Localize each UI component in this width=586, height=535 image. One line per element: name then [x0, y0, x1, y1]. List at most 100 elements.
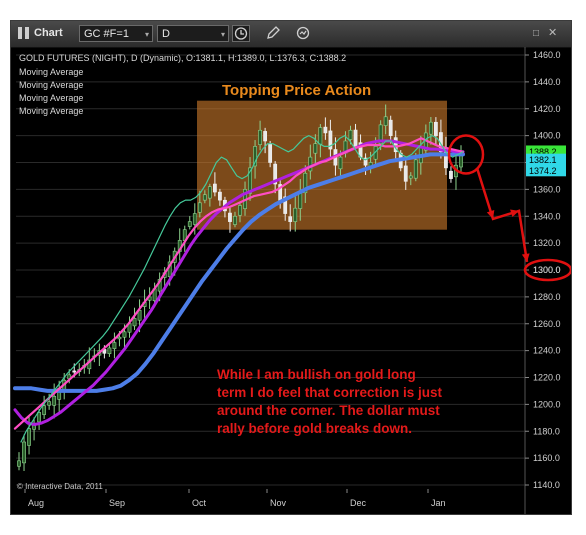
candle-body	[228, 212, 232, 222]
chart-icon	[17, 26, 31, 43]
topping-price-action-label: Topping Price Action	[222, 82, 372, 99]
x-tick-label: Jan	[431, 498, 446, 508]
candle-body	[393, 137, 398, 153]
ma-mid-line	[13, 137, 465, 430]
y-tick-label: 1360.0	[533, 184, 561, 194]
candle-body	[17, 460, 21, 467]
price-chart: 1460.01440.01420.01400.01380.01360.01340…	[13, 47, 571, 514]
candle-body	[428, 121, 433, 135]
y-tick-label: 1160.0	[533, 453, 560, 463]
y-tick-label: 1140.0	[533, 480, 560, 490]
candle-body	[268, 144, 273, 163]
candle-body	[218, 191, 222, 201]
chart-window: Chart GC #F=1 ▾ D ▾ □ ✕ 1460.0 1440.0 1420…	[10, 20, 572, 515]
arrowhead-down-icon	[521, 253, 530, 262]
candle-body	[207, 186, 212, 199]
copyright-text: © Interactive Data, 2011	[17, 482, 103, 491]
candle-body	[288, 216, 293, 222]
candle-body	[27, 428, 31, 446]
price-label-text: 1388.2	[529, 147, 557, 157]
topping-zone-box	[197, 100, 447, 230]
chevron-down-icon: ▾	[144, 30, 149, 39]
period-value: D	[162, 28, 170, 40]
chart-legend-title: GOLD FUTURES (NIGHT), D (Dynamic), O:138…	[19, 53, 347, 63]
refresh-icon[interactable]	[295, 25, 311, 42]
y-tick-label: 1460.0	[533, 50, 561, 60]
y-tick-label: 1340.0	[533, 211, 561, 221]
arrowhead-down-icon	[486, 210, 495, 219]
candle-body	[238, 205, 242, 216]
y-tick-label: 1280.0	[533, 292, 561, 302]
candle-body	[47, 401, 52, 406]
x-tick-label: Aug	[28, 498, 44, 508]
y-tick-label: 1220.0	[533, 373, 561, 383]
x-tick-label: Nov	[270, 498, 287, 508]
candle-body	[323, 126, 328, 134]
candle-body	[22, 441, 26, 464]
symbol-value: GC #F=1	[84, 28, 129, 40]
x-tick-label: Sep	[109, 498, 125, 508]
y-tick-label: 1320.0	[533, 238, 561, 248]
candle-body	[187, 221, 192, 227]
candle-body	[348, 129, 353, 140]
legend-moving-average: Moving Average	[19, 67, 84, 77]
symbol-select[interactable]: GC #F=1 ▾	[79, 25, 153, 42]
candle-body	[273, 163, 278, 185]
y-tick-label: 1400.0	[533, 131, 561, 141]
candle-body	[263, 131, 268, 142]
y-tick-label: 1180.0	[533, 426, 560, 436]
highlight-circle	[447, 134, 485, 175]
candle-body	[42, 405, 47, 415]
candle-body	[328, 130, 333, 150]
candle-body	[308, 156, 313, 172]
candle-body	[283, 196, 288, 214]
price-label-text: 1382.1	[529, 155, 557, 165]
candle-body	[378, 124, 383, 145]
candle-body	[212, 183, 217, 193]
candle-body	[408, 175, 413, 179]
candle-body	[449, 170, 453, 179]
commentary-line: around the corner. The dollar must	[217, 403, 440, 418]
candle-body	[197, 202, 202, 213]
y-tick-label: 1260.0	[533, 319, 561, 329]
candle-body	[253, 146, 257, 167]
candle-body	[313, 143, 318, 154]
candle-body	[293, 207, 298, 222]
y-tick-label: 1440.0	[533, 77, 561, 87]
candle-body	[363, 157, 368, 166]
candle-body	[122, 331, 127, 338]
y-tick-label: 1200.0	[533, 399, 561, 409]
candle-body	[37, 412, 41, 423]
candle-body	[303, 172, 308, 194]
legend-moving-average: Moving Average	[19, 93, 84, 103]
candle-body	[112, 342, 117, 349]
candle-body	[192, 213, 197, 225]
candle-body	[132, 318, 137, 327]
x-tick-label: Dec	[350, 498, 367, 508]
candle-body	[233, 215, 237, 225]
pencil-icon[interactable]	[265, 25, 281, 42]
restore-icon[interactable]: □	[533, 28, 540, 39]
candle-body	[403, 165, 408, 182]
x-tick-label: Oct	[192, 498, 207, 508]
clock-icon[interactable]	[232, 25, 252, 42]
price-label-box	[526, 164, 566, 177]
legend-moving-average: Moving Average	[19, 80, 84, 90]
period-select[interactable]: D ▾	[157, 25, 229, 42]
y-tick-label: 1240.0	[533, 346, 561, 356]
arrowhead-up-icon	[510, 209, 519, 218]
candle-body	[202, 194, 207, 201]
candle-body	[107, 347, 112, 355]
candle-body	[318, 127, 323, 145]
chart-toolbar: Chart GC #F=1 ▾ D ▾ □ ✕	[11, 21, 571, 48]
target-price-label: 1300.0	[533, 265, 561, 275]
legend-moving-average: Moving Average	[19, 106, 84, 116]
candle-body	[72, 370, 77, 373]
chevron-down-icon: ▾	[220, 30, 225, 39]
candle-body	[52, 396, 57, 406]
close-icon[interactable]: ✕	[548, 27, 558, 39]
chart-title: Chart	[34, 27, 63, 39]
candle-body	[248, 167, 252, 194]
ma-fast-line	[20, 135, 464, 443]
y-tick-label: 1300.0	[533, 265, 561, 275]
